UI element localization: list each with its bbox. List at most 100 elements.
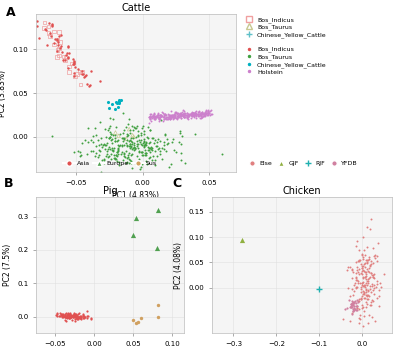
Point [361, 314, 367, 319]
Point [349, 276, 355, 281]
Point [358, 270, 365, 276]
Point [69, 317, 76, 323]
Point [178, 150, 184, 155]
Point [135, 162, 142, 168]
Point [185, 111, 192, 117]
Point [178, 110, 184, 116]
Point [66, 314, 73, 319]
Point [156, 114, 163, 119]
Point [368, 270, 375, 276]
Point [218, 152, 225, 157]
Point [354, 264, 360, 270]
Point [62, 311, 68, 317]
Point [189, 113, 196, 119]
Point [357, 257, 364, 263]
Point [61, 314, 68, 320]
Point [72, 316, 78, 322]
Point [163, 114, 169, 119]
Point [130, 124, 137, 130]
Point [358, 252, 365, 257]
Point [127, 141, 133, 147]
Point [84, 151, 90, 157]
Point [81, 313, 87, 319]
Point [112, 132, 118, 138]
Point [130, 145, 136, 151]
Point [155, 302, 162, 308]
Point [138, 165, 144, 170]
Point [78, 316, 84, 322]
Point [178, 111, 184, 117]
Point [63, 318, 70, 324]
Point [74, 315, 81, 320]
Point [80, 314, 87, 320]
Point [181, 110, 188, 116]
Point [362, 276, 369, 282]
Point [365, 320, 371, 326]
Point [161, 113, 168, 118]
Point [66, 312, 72, 318]
Point [196, 109, 202, 114]
Point [144, 124, 151, 130]
Point [45, 30, 52, 36]
Point [176, 111, 182, 117]
Point [72, 313, 78, 319]
Point [102, 142, 108, 148]
Point [162, 111, 168, 117]
Point [135, 137, 142, 143]
Point [132, 125, 138, 131]
Point [205, 109, 211, 115]
Point [192, 110, 199, 115]
Point [361, 289, 367, 295]
Point [97, 79, 103, 84]
Point [355, 299, 362, 304]
Point [351, 305, 357, 310]
Point [121, 142, 128, 148]
Point [77, 153, 84, 159]
Point [123, 124, 129, 130]
Point [184, 111, 190, 116]
Point [46, 20, 52, 26]
Point [68, 313, 75, 319]
Point [206, 110, 212, 116]
Point [132, 320, 139, 326]
Point [147, 146, 153, 151]
Point [169, 112, 175, 118]
Point [108, 131, 114, 137]
Point [374, 281, 380, 287]
Point [66, 312, 72, 317]
Point [148, 118, 154, 124]
Point [56, 33, 62, 39]
Point [128, 152, 134, 158]
Point [152, 114, 159, 120]
Point [70, 314, 76, 320]
Point [364, 293, 370, 299]
Point [205, 112, 212, 117]
Point [116, 163, 122, 168]
Point [356, 258, 363, 264]
Point [344, 285, 351, 291]
Point [357, 312, 364, 318]
Point [162, 115, 168, 121]
Point [168, 112, 175, 118]
Point [168, 113, 174, 118]
Point [162, 132, 168, 138]
Point [150, 114, 156, 119]
Point [109, 140, 115, 146]
Point [114, 148, 121, 153]
Point [358, 290, 364, 295]
Point [348, 267, 355, 272]
Point [360, 291, 367, 297]
Point [183, 112, 189, 118]
Point [196, 112, 203, 118]
Point [142, 151, 149, 156]
Point [128, 160, 134, 166]
Point [351, 299, 357, 305]
Point [76, 314, 82, 320]
Point [66, 69, 72, 75]
Point [106, 105, 112, 111]
Point [118, 142, 125, 148]
Point [178, 112, 185, 117]
Point [357, 296, 364, 302]
Point [63, 312, 70, 318]
Point [58, 312, 64, 317]
